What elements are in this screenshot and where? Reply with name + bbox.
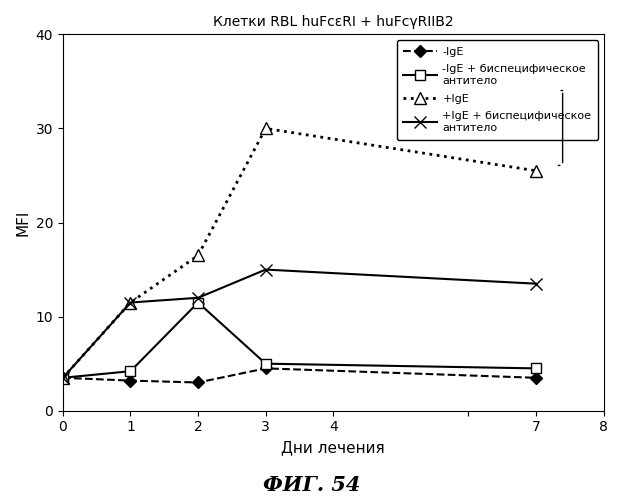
-IgE + биспецифическое
антитело xyxy=(194,300,202,306)
-IgE xyxy=(126,378,134,384)
+IgE + биспецифическое
антитело xyxy=(126,300,134,306)
+IgE + биспецифическое
антитело xyxy=(532,280,540,286)
-IgE + биспецифическое
антитело xyxy=(532,366,540,372)
Title: Клетки RBL huFcεRI + huFcγRIIB2: Клетки RBL huFcεRI + huFcγRIIB2 xyxy=(213,15,454,29)
Legend: -IgE, -IgE + биспецифическое
антитело, +IgE, +IgE + биспецифическое
антитело: -IgE, -IgE + биспецифическое антитело, +… xyxy=(397,40,598,140)
+IgE + биспецифическое
антитело xyxy=(262,266,269,272)
+IgE + биспецифическое
антитело xyxy=(194,295,202,301)
X-axis label: Дни лечения: Дни лечения xyxy=(282,440,385,455)
-IgE xyxy=(194,380,202,386)
-IgE + биспецифическое
антитело xyxy=(126,368,134,374)
Line: -IgE + биспецифическое
антитело: -IgE + биспецифическое антитело xyxy=(58,298,541,382)
-IgE xyxy=(262,366,269,372)
-IgE xyxy=(59,375,67,381)
+IgE xyxy=(262,126,269,132)
-IgE + биспецифическое
антитело xyxy=(262,360,269,366)
Line: -IgE: -IgE xyxy=(59,364,540,386)
+IgE + биспецифическое
антитело xyxy=(59,375,67,381)
Y-axis label: MFI: MFI xyxy=(15,210,30,236)
Line: +IgE + биспецифическое
антитело: +IgE + биспецифическое антитело xyxy=(57,264,542,384)
+IgE xyxy=(59,375,67,381)
Text: ФИГ. 54: ФИГ. 54 xyxy=(263,475,360,495)
+IgE xyxy=(126,300,134,306)
-IgE xyxy=(532,375,540,381)
+IgE xyxy=(532,168,540,174)
Line: +IgE: +IgE xyxy=(57,123,541,384)
-IgE + биспецифическое
антитело xyxy=(59,375,67,381)
+IgE xyxy=(194,252,202,258)
